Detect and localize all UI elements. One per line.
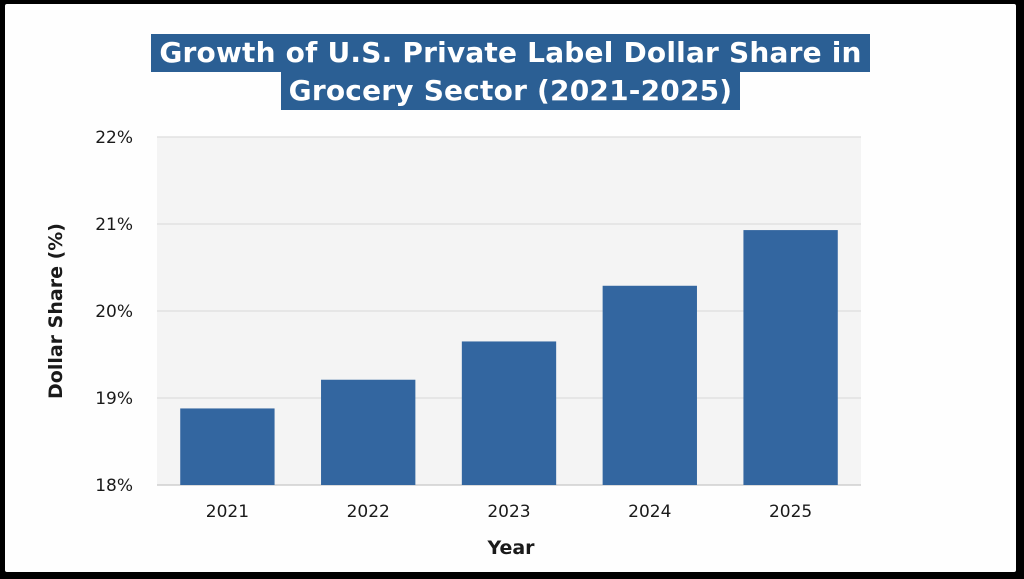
bars-group bbox=[180, 230, 838, 485]
y-tick-label: 20% bbox=[95, 302, 133, 322]
y-tick-label: 19% bbox=[95, 389, 133, 409]
bar-chart: 18% 19% 20% 21% 22% 2021 2022 2023 2024 2025 Dol… bbox=[45, 128, 861, 559]
x-tick-labels: 2021 2022 2023 2024 2025 bbox=[206, 502, 812, 522]
x-tick-label: 2023 bbox=[487, 502, 530, 522]
bar-2025 bbox=[743, 230, 838, 485]
x-tick-label: 2021 bbox=[206, 502, 249, 522]
x-tick-label: 2025 bbox=[769, 502, 812, 522]
bar-2024 bbox=[602, 285, 697, 485]
chart-frame: Growth of U.S. Private Label Dollar Shar… bbox=[5, 4, 1016, 572]
x-tick-label: 2022 bbox=[347, 502, 390, 522]
y-tick-label: 18% bbox=[95, 476, 133, 496]
chart-title-line-2: Grocery Sector (2021-2025) bbox=[280, 72, 741, 110]
bar-2023 bbox=[461, 341, 557, 485]
y-tick-label: 22% bbox=[95, 128, 133, 148]
bar-2021 bbox=[180, 408, 275, 485]
chart-title-line-1: Growth of U.S. Private Label Dollar Shar… bbox=[151, 34, 870, 72]
chart-title: Growth of U.S. Private Label Dollar Shar… bbox=[5, 34, 1016, 110]
bar-2022 bbox=[321, 379, 416, 485]
y-tick-label: 21% bbox=[95, 215, 133, 235]
x-axis-label: Year bbox=[486, 537, 535, 559]
y-tick-labels: 18% 19% 20% 21% 22% bbox=[95, 128, 133, 496]
y-axis-label: Dollar Share (%) bbox=[45, 223, 67, 399]
x-tick-label: 2024 bbox=[628, 502, 671, 522]
